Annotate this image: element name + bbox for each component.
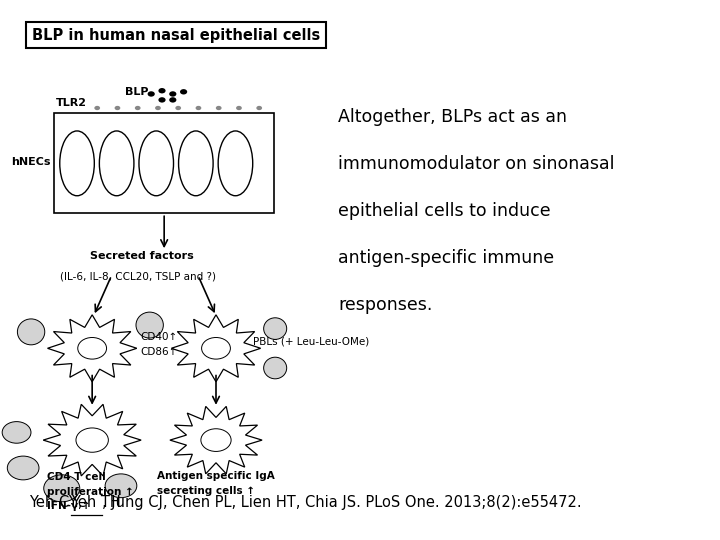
Ellipse shape [99,131,134,195]
Circle shape [202,338,230,359]
Polygon shape [43,404,141,476]
Circle shape [148,91,155,97]
Text: secreting cells ↑: secreting cells ↑ [157,486,255,496]
Text: epithelial cells to induce: epithelial cells to induce [338,202,551,220]
Text: proliferation ↑: proliferation ↑ [47,487,133,497]
Text: responses.: responses. [338,296,433,314]
Text: Antigen specific IgA: Antigen specific IgA [157,471,275,481]
Ellipse shape [264,318,287,340]
Text: Secreted factors: Secreted factors [90,251,194,261]
Circle shape [201,429,231,451]
Ellipse shape [17,319,45,345]
Text: (IL-6, IL-8, CCL20, TSLP and ?): (IL-6, IL-8, CCL20, TSLP and ?) [60,271,216,281]
Circle shape [196,106,202,110]
Circle shape [216,106,222,110]
Circle shape [114,106,120,110]
Circle shape [105,474,137,498]
Ellipse shape [264,357,287,379]
Circle shape [155,106,161,110]
Circle shape [158,88,166,93]
Text: Yeh TH: Yeh TH [71,495,120,510]
Text: , Jung CJ, Chen PL, Lien HT, Chia JS. PLoS One. 2013;8(2):e55472.: , Jung CJ, Chen PL, Lien HT, Chia JS. PL… [102,495,582,510]
Text: immunomodulator on sinonasal: immunomodulator on sinonasal [338,155,615,173]
Text: CD4 T cell: CD4 T cell [47,472,106,483]
Text: hNECs: hNECs [11,157,50,167]
Text: Altogether, BLPs act as an: Altogether, BLPs act as an [338,108,567,126]
Circle shape [2,422,31,443]
Circle shape [94,106,100,110]
Bar [54,113,274,213]
Circle shape [176,106,181,110]
Circle shape [169,97,176,103]
Text: antigen-specific immune: antigen-specific immune [338,249,554,267]
Circle shape [44,475,80,502]
Text: IFN-γ ↑: IFN-γ ↑ [47,501,90,511]
Circle shape [76,428,109,453]
Circle shape [169,91,176,97]
Circle shape [180,89,187,94]
Polygon shape [170,407,262,474]
Circle shape [256,106,262,110]
Circle shape [135,106,140,110]
Circle shape [7,456,39,480]
Circle shape [158,97,166,103]
Circle shape [78,338,107,359]
Text: PBLs (+ Leu-Leu-OMe): PBLs (+ Leu-Leu-OMe) [253,336,369,346]
Text: BLP in human nasal epithelial cells: BLP in human nasal epithelial cells [32,28,320,43]
Ellipse shape [179,131,213,195]
Ellipse shape [139,131,174,195]
Ellipse shape [218,131,253,195]
Text: CD86↑: CD86↑ [140,347,178,357]
Circle shape [236,106,242,110]
Text: TLR2: TLR2 [56,98,87,108]
Ellipse shape [60,131,94,195]
Text: Yeh CY,: Yeh CY, [29,495,87,510]
Polygon shape [171,315,261,382]
Text: CD40↑: CD40↑ [140,333,178,342]
Ellipse shape [136,312,163,338]
Polygon shape [48,315,137,382]
Text: BLP: BLP [125,87,148,97]
